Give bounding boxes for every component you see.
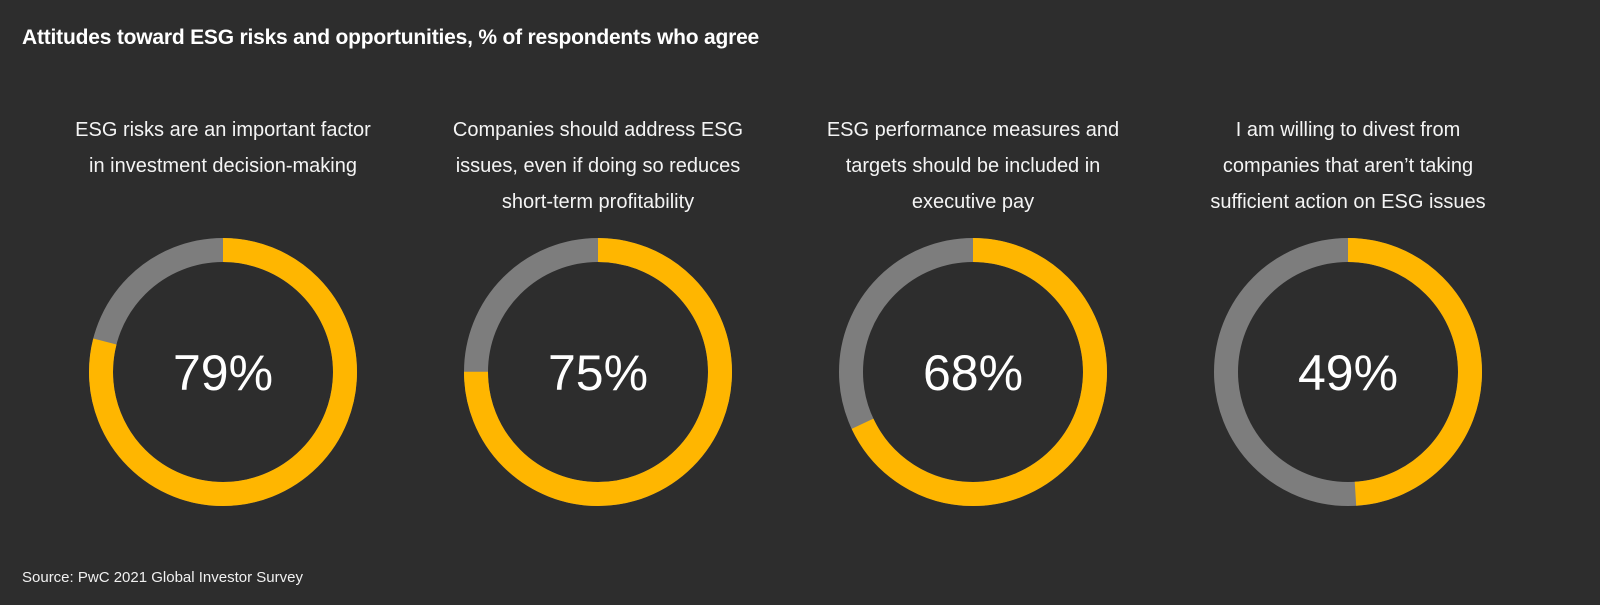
donut-label-line: in investment decision-making [89,155,357,177]
donut-agree-segment [89,238,357,506]
donut-panel: ESG risks are an important factor in inve… [33,112,413,512]
donut-label-line: sufficient action on ESG issues [1210,191,1486,213]
donut-value-label: 75% [548,345,648,401]
donut-label-line: Companies should address ESG [452,119,744,141]
donut-label: ESG performance measures and targets shou… [783,112,1163,220]
donut-label-line: short-term profitability [501,191,695,213]
donut-label-line: ESG risks are an important factor [75,119,371,141]
donut-panel: Companies should address ESG issues, even… [408,112,788,512]
donut-label: ESG risks are an important factor in inve… [33,112,413,184]
donut-value-label: 68% [923,345,1023,401]
donut-label-line: issues, even if doing so reduces [455,155,741,177]
chart-title: Attitudes toward ESG risks and opportuni… [22,26,760,49]
donut-agree-segment [464,238,732,506]
donut-label-line: I am willing to divest from [1235,119,1461,141]
donut-label-line: companies that aren’t taking [1222,155,1474,177]
donut-value-label: 79% [173,345,273,401]
donut-value-label: 49% [1298,345,1398,401]
donut-label-line: targets should be included in [845,155,1101,177]
donut-chart: 68% [839,238,1107,506]
donut-agree-segment [1214,238,1482,506]
donut-label: Companies should address ESG issues, even… [408,112,788,220]
donut-agree-segment [839,238,1107,506]
donut-panel: ESG performance measures and targets shou… [783,112,1163,512]
donut-label-line: ESG performance measures and [826,119,1120,141]
donut-chart: 49% [1214,238,1482,506]
donut-panel: I am willing to divest from companies tha… [1158,112,1538,512]
donut-label-line: executive pay [911,191,1035,213]
donut-chart: 79% [89,238,357,506]
source-note: Source: PwC 2021 Global Investor Survey [22,569,303,586]
donut-chart: 75% [464,238,732,506]
donut-label: I am willing to divest from companies tha… [1158,112,1538,220]
